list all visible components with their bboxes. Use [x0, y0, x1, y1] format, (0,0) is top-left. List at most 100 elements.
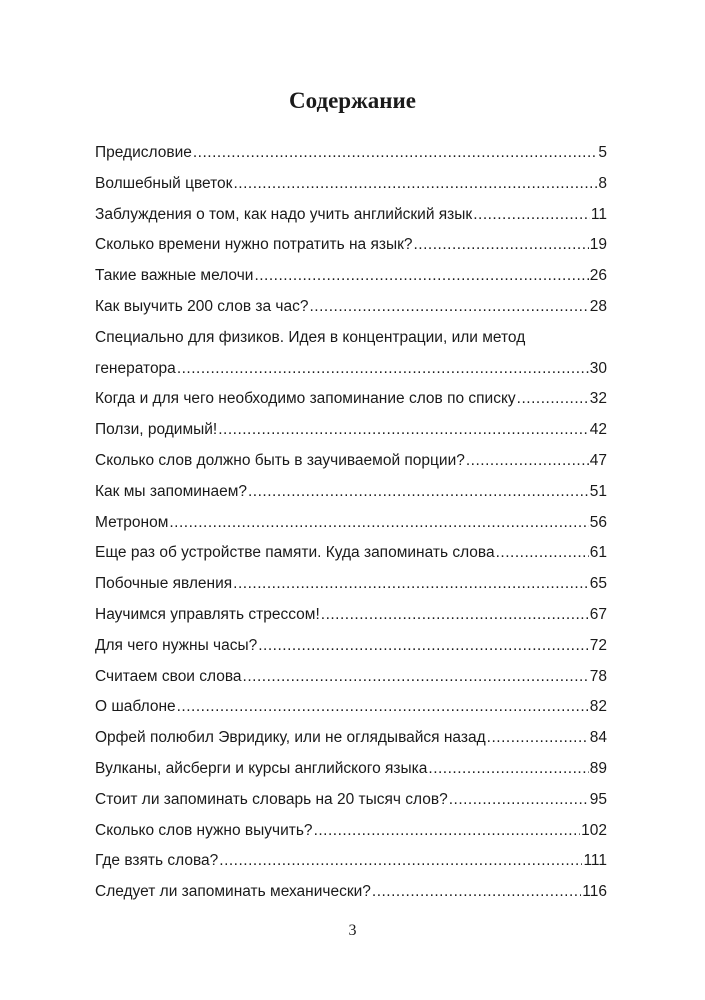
toc-entry-page: 51: [589, 482, 607, 500]
toc-entry[interactable]: Заблуждения о том, как надо учить англий…: [95, 200, 607, 231]
toc-entry[interactable]: Для чего нужны часы? 72: [95, 631, 607, 662]
dot-leader: [414, 230, 589, 261]
toc-entry-title: Орфей полюбил Эвридику, или не оглядывай…: [95, 729, 486, 747]
toc-entry[interactable]: Волшебный цветок 8: [95, 169, 607, 200]
toc-entry-page: 102: [581, 821, 607, 839]
toc-entry[interactable]: Сколько слов нужно выучить? 102: [95, 816, 607, 847]
toc-entry-title: Как выучить 200 слов за час?: [95, 297, 309, 315]
toc-entry-title: Метроном: [95, 513, 169, 531]
dot-leader: [449, 785, 589, 816]
toc-entry-page: 95: [589, 790, 607, 808]
dot-leader: [169, 508, 588, 539]
toc-entry-page: 11: [590, 205, 607, 223]
dot-leader: [258, 631, 589, 662]
toc-entry[interactable]: Как мы запоминаем? 51: [95, 477, 607, 508]
toc-entry-title: Предисловие: [95, 144, 192, 161]
dot-leader: [428, 754, 588, 785]
toc-entry-page: 8: [598, 174, 607, 192]
toc-entry-page: 61: [589, 544, 607, 562]
toc-entry[interactable]: Сколько времени нужно потратить на язык?…: [95, 230, 607, 261]
dot-leader: [177, 354, 589, 385]
dot-leader: [193, 138, 598, 169]
toc-entry-title: О шаблоне: [95, 698, 176, 716]
toc-entry[interactable]: Предисловие 5: [95, 138, 607, 169]
dot-leader: [233, 169, 597, 200]
toc-entry[interactable]: Следует ли запоминать механически? 116: [95, 877, 607, 908]
toc-entry-title: Сколько слов должно быть в заучиваемой п…: [95, 451, 465, 469]
page-title: Содержание: [289, 88, 416, 113]
toc-entry-page: 47: [589, 451, 607, 469]
dot-leader: [372, 877, 581, 908]
toc-entry[interactable]: Научимся управлять стрессом! 67: [95, 600, 607, 631]
dot-leader: [517, 384, 589, 415]
dot-leader: [248, 477, 589, 508]
dot-leader: [314, 816, 581, 847]
toc-entry-page: 78: [589, 667, 607, 685]
toc-entry-title: Волшебный цветок: [95, 174, 233, 192]
toc-entry-title: Ползи, родимый!: [95, 421, 218, 439]
toc-entry-title-line: Специально для физиков. Идея в концентра…: [95, 328, 526, 346]
toc-entry-page: 30: [589, 359, 607, 377]
toc-entry-page: 56: [589, 513, 607, 531]
toc-entry-page: 84: [589, 729, 607, 747]
toc-entry-title: Когда и для чего необходимо запоминание …: [95, 390, 516, 408]
toc-entry[interactable]: Стоит ли запоминать словарь на 20 тысяч …: [95, 785, 607, 816]
toc-entry[interactable]: О шаблоне 82: [95, 692, 607, 723]
toc-entry-page: 82: [589, 698, 607, 716]
dot-leader: [254, 261, 588, 292]
toc-entry[interactable]: Такие важные мелочи 26: [95, 261, 607, 292]
toc-entry-page: 42: [589, 421, 607, 439]
toc-entry[interactable]: Еще раз об устройстве памяти. Куда запом…: [95, 538, 607, 569]
toc-entry-title: Заблуждения о том, как надо учить англий…: [95, 205, 473, 223]
dot-leader: [496, 538, 589, 569]
dot-leader: [321, 600, 589, 631]
dot-leader: [466, 446, 589, 477]
toc-entry-title: Сколько времени нужно потратить на язык?: [95, 236, 413, 254]
toc-entry-page: 65: [589, 575, 607, 593]
toc-entry[interactable]: Как выучить 200 слов за час? 28: [95, 292, 607, 323]
toc-entry-page: 111: [583, 852, 607, 870]
toc-entry[interactable]: Где взять слова? 111: [95, 846, 607, 877]
dot-leader: [177, 692, 589, 723]
toc-entry-title: Где взять слова?: [95, 852, 219, 870]
dot-leader: [309, 292, 588, 323]
toc-entry[interactable]: Побочные явления 65: [95, 569, 607, 600]
toc-entry[interactable]: Когда и для чего необходимо запоминание …: [95, 384, 607, 415]
toc-entry[interactable]: Считаем свои слова 78: [95, 662, 607, 693]
toc-entry-page: 32: [589, 390, 607, 408]
toc-entry-page: 5: [598, 144, 607, 161]
dot-leader: [233, 569, 589, 600]
toc-entry-page: 26: [589, 267, 607, 285]
dot-leader: [218, 415, 589, 446]
toc-entry[interactable]: Сколько слов должно быть в заучиваемой п…: [95, 446, 607, 477]
toc-entry-title: Следует ли запоминать механически?: [95, 883, 371, 901]
table-of-contents: Предисловие 5 Волшебный цветок 8 Заблуждени…: [95, 138, 607, 908]
toc-entry-page: 67: [589, 605, 607, 623]
toc-entry-title: Побочные явления: [95, 575, 233, 593]
dot-leader: [487, 723, 589, 754]
toc-entry-page: 28: [589, 297, 607, 315]
toc-entry-title: Как мы запоминаем?: [95, 482, 247, 500]
toc-entry[interactable]: Вулканы, айсберги и курсы английского яз…: [95, 754, 607, 785]
toc-entry-page: 116: [582, 883, 607, 901]
toc-entry-title: Научимся управлять стрессом!: [95, 605, 320, 623]
toc-entry[interactable]: Ползи, родимый! 42: [95, 415, 607, 446]
toc-entry-title: Такие важные мелочи: [95, 267, 254, 285]
toc-entry[interactable]: Орфей полюбил Эвридику, или не оглядывай…: [95, 723, 607, 754]
toc-entry-title: Считаем свои слова: [95, 667, 242, 685]
toc-entry-title: Еще раз об устройстве памяти. Куда запом…: [95, 544, 495, 562]
toc-entry-page: 19: [589, 236, 607, 254]
toc-entry-title: генератора: [95, 359, 176, 377]
toc-entry-title: Для чего нужны часы?: [95, 636, 258, 654]
toc-entry[interactable]: Специально для физиков. Идея в концентра…: [95, 323, 607, 385]
toc-entry-page: 72: [589, 636, 607, 654]
toc-entry-title: Стоит ли запоминать словарь на 20 тысяч …: [95, 790, 448, 808]
toc-entry-title: Сколько слов нужно выучить?: [95, 821, 313, 839]
dot-leader: [473, 200, 590, 231]
page-number: 3: [348, 922, 357, 939]
toc-entry[interactable]: Метроном 56: [95, 508, 607, 539]
dot-leader: [219, 846, 582, 877]
toc-entry-title: Вулканы, айсберги и курсы английского яз…: [95, 759, 428, 777]
dot-leader: [243, 662, 589, 693]
toc-entry-page: 89: [589, 759, 607, 777]
